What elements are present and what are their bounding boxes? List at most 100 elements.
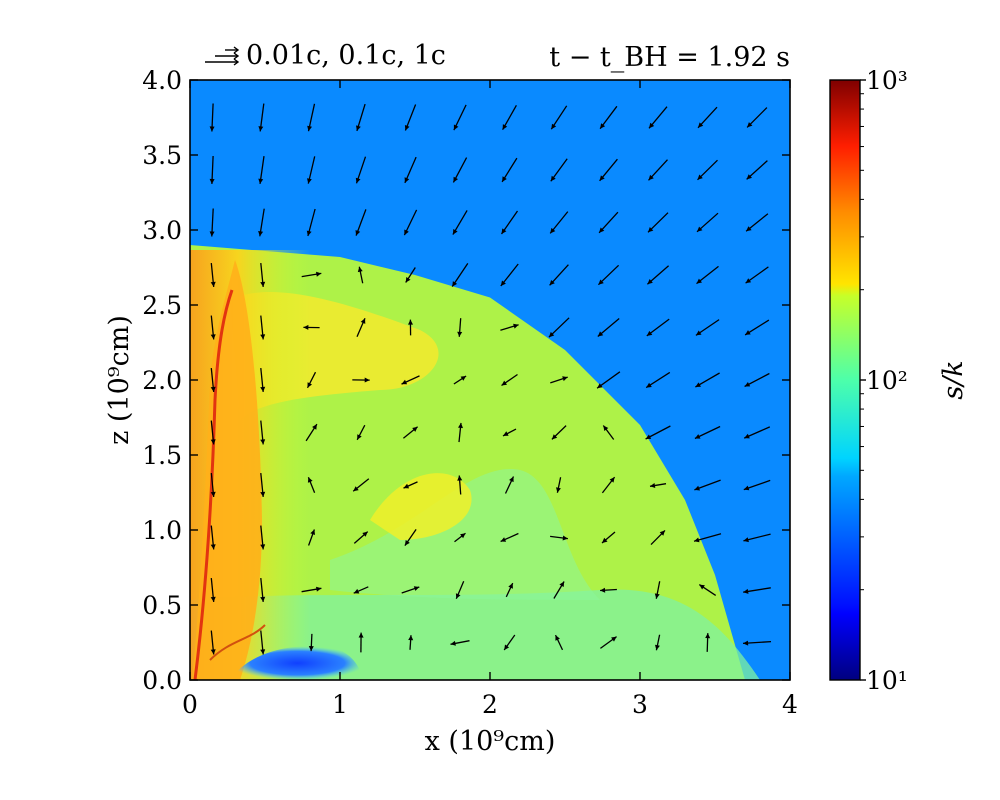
velocity-arrow-head xyxy=(403,483,410,489)
velocity-arrow-head xyxy=(705,633,711,639)
velocity-arrow-head xyxy=(744,382,751,387)
colorbar-tick-label: 10² xyxy=(866,366,908,395)
velocity-arrow-head xyxy=(316,271,322,277)
velocity-arrow-head xyxy=(452,281,458,287)
x-tick-label: 1 xyxy=(332,690,348,719)
velocity-arrow-head xyxy=(500,537,507,542)
velocity-arrow-head xyxy=(744,433,750,439)
velocity-arrow-head xyxy=(648,174,654,181)
velocity-arrow-head xyxy=(559,581,565,587)
velocity-arrow-head xyxy=(210,544,216,550)
colorbar: 10¹ 10² 10³ s/k xyxy=(829,66,969,695)
velocity-arrow-head xyxy=(408,635,414,641)
colorbar-gradient xyxy=(829,79,861,681)
velocity-arrow-head xyxy=(556,487,561,493)
velocity-arrow-head xyxy=(364,377,370,383)
velocity-arrow-head xyxy=(555,635,560,641)
equatorial-blue-core xyxy=(230,646,365,680)
y-axis-label: z (10⁹cm) xyxy=(104,315,135,445)
y-tick-label: 3.5 xyxy=(142,141,182,170)
velocity-arrow-head xyxy=(600,123,606,129)
y-tick-label: 2.5 xyxy=(142,291,182,320)
velocity-arrow-head xyxy=(303,324,309,330)
velocity-legend-arrows xyxy=(205,46,240,66)
velocity-arrow-head xyxy=(548,331,555,338)
velocity-arrow-head xyxy=(501,380,507,386)
velocity-arrow-head xyxy=(504,644,510,650)
velocity-arrow-head xyxy=(460,376,467,381)
velocity-arrow-head xyxy=(210,491,216,497)
velocity-arrow-head xyxy=(598,279,604,285)
velocity-arrow-head xyxy=(404,177,410,183)
plot-area xyxy=(190,80,790,680)
velocity-arrow-head xyxy=(260,649,266,655)
cyan-mid-band xyxy=(330,469,600,600)
velocity-arrow-head xyxy=(550,227,556,234)
velocity-arrow-head xyxy=(746,226,752,232)
velocity-arrow-head xyxy=(355,230,361,236)
velocity-arrow-head xyxy=(562,376,568,382)
velocity-arrow-head xyxy=(210,649,216,655)
velocity-arrow-head xyxy=(405,277,411,283)
velocity-arrow-head xyxy=(695,382,701,387)
velocity-arrow-head xyxy=(260,439,266,445)
velocity-arrow-head xyxy=(551,123,557,130)
colorbar-label: s/k xyxy=(938,360,969,399)
velocity-arrow-head xyxy=(551,434,558,440)
velocity-arrow-head xyxy=(312,424,317,430)
y-tick-label: 1.0 xyxy=(142,516,182,545)
x-axis-ticks: 0 1 2 3 4 xyxy=(182,80,798,719)
velocity-arrow-head xyxy=(659,530,665,536)
velocity-arrow-head xyxy=(647,279,653,285)
y-tick-label: 4.0 xyxy=(142,66,182,95)
x-tick-label: 3 xyxy=(632,690,648,719)
velocity-arrow-head xyxy=(648,227,654,233)
velocity-arrow-head xyxy=(743,485,750,491)
velocity-arrow-head xyxy=(260,491,266,497)
time-label: t − t_BH = 1.92 s xyxy=(549,42,790,73)
velocity-arrow-head xyxy=(501,228,507,234)
velocity-arrow-head xyxy=(457,331,463,337)
velocity-arrow-head xyxy=(746,174,752,180)
velocity-arrow-head xyxy=(353,486,359,492)
velocity-arrow-head xyxy=(355,177,361,184)
jet-core-line xyxy=(193,289,234,680)
y-tick-label: 0.5 xyxy=(142,591,182,620)
velocity-arrow-head xyxy=(209,231,215,237)
velocity-arrow-head xyxy=(745,278,752,284)
velocity-arrow-head xyxy=(260,334,266,340)
velocity-arrow-head xyxy=(562,535,568,541)
velocity-arrow-head xyxy=(697,174,703,180)
velocity-arrow-head xyxy=(413,586,420,591)
velocity-arrow-head xyxy=(611,636,617,642)
velocity-arrow-head xyxy=(458,422,463,429)
velocity-legend: 0.01c, 0.1c, 1c xyxy=(205,40,446,71)
x-tick-label: 4 xyxy=(782,690,798,719)
velocity-arrow-head xyxy=(260,544,266,550)
velocity-arrow-head xyxy=(357,434,362,440)
velocity-arrow-head xyxy=(698,122,704,128)
x-tick-label: 0 xyxy=(182,690,198,719)
velocity-arrow-head xyxy=(353,588,360,594)
velocity-arrow-head xyxy=(412,426,418,432)
velocity-arrow-head xyxy=(600,587,606,593)
velocity-arrow-head xyxy=(307,125,312,132)
velocity-arrow-head xyxy=(210,596,216,602)
velocity-arrow-head xyxy=(209,126,215,132)
velocity-arrow-head xyxy=(404,540,410,546)
velocity-arrow-head xyxy=(743,588,749,594)
velocity-arrow-head xyxy=(260,386,266,392)
velocity-arrow-head xyxy=(646,382,652,388)
velocity-arrow-head xyxy=(502,124,508,130)
velocity-arrow-head xyxy=(457,475,463,481)
velocity-arrow-head xyxy=(696,278,702,284)
velocity-arrow-head xyxy=(597,331,604,337)
velocity-arrow-head xyxy=(508,583,513,589)
velocity-arrow-head xyxy=(455,593,461,599)
velocity-arrow-head xyxy=(694,485,700,491)
velocity-arrow-head xyxy=(502,176,507,182)
velocity-arrow-head xyxy=(649,122,655,129)
velocity-arrow-head xyxy=(550,175,556,182)
velocity-arrow-head xyxy=(609,477,615,483)
